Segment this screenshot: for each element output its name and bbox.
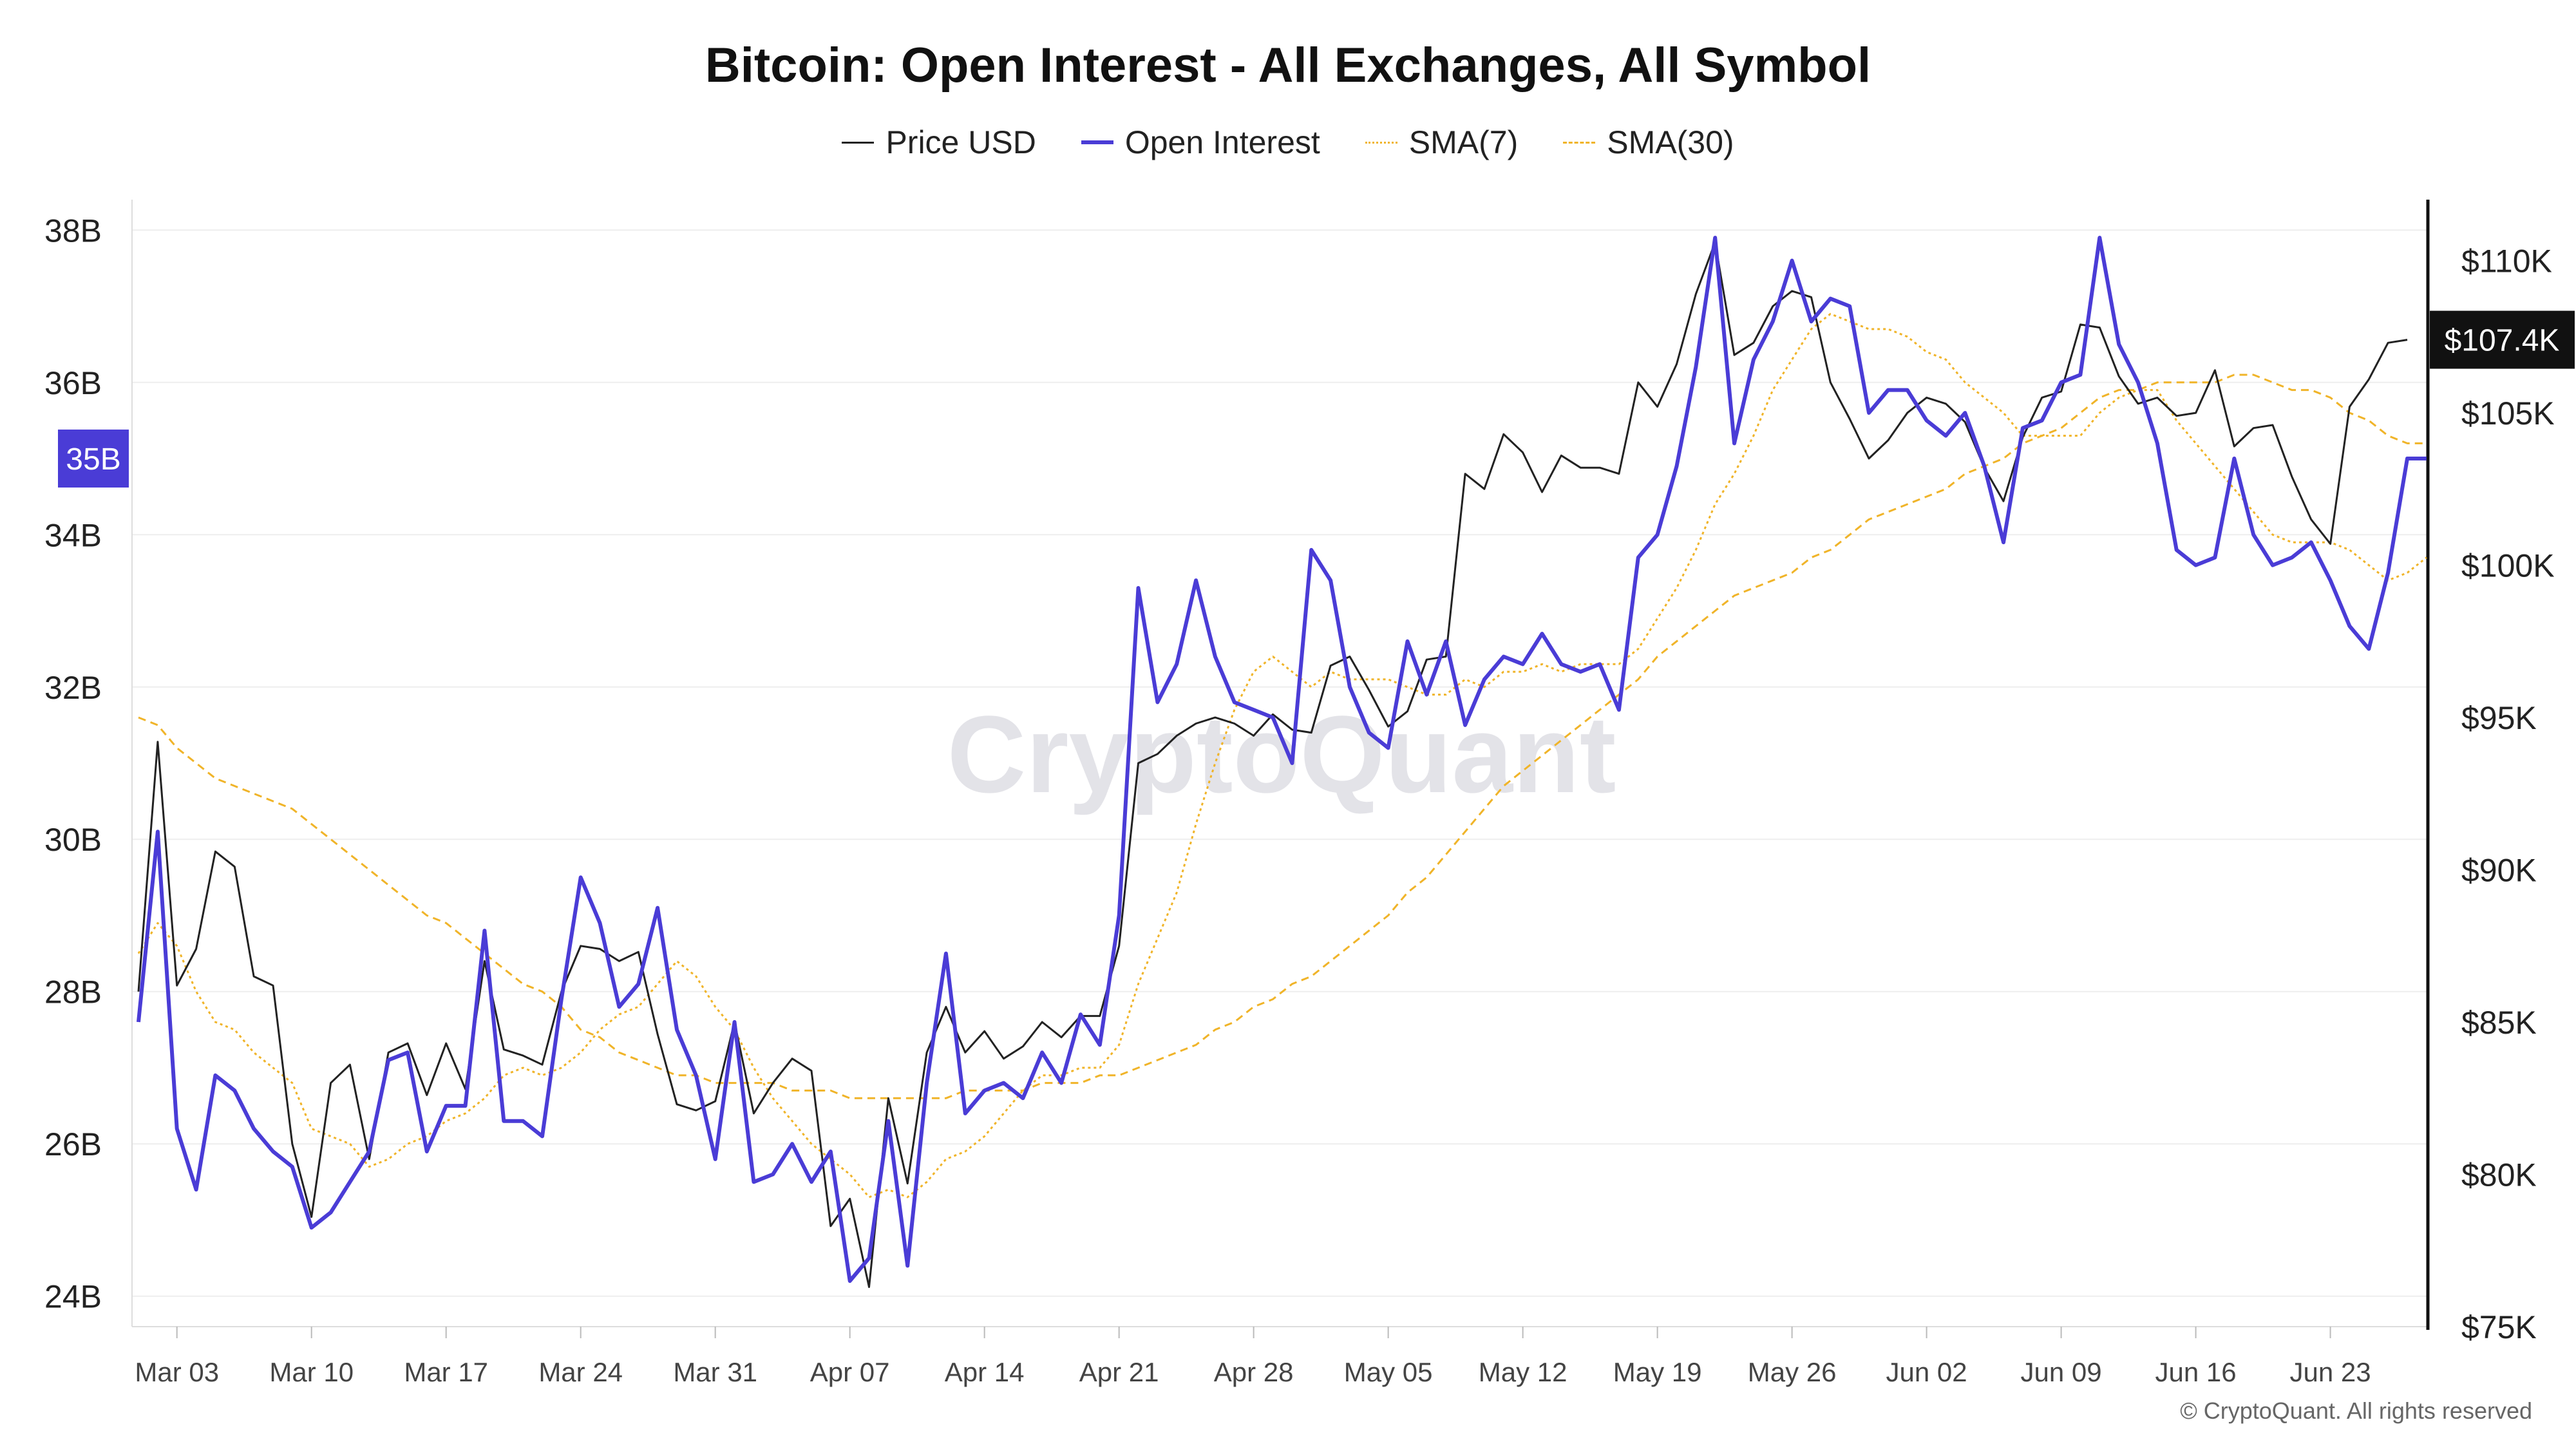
x-tick-label: Jun 09 xyxy=(2021,1357,2102,1387)
y-left-tick-label: 26B xyxy=(44,1126,102,1162)
x-tick-label: Mar 03 xyxy=(135,1357,219,1387)
y-right-tick-label: $85K xyxy=(2461,1005,2537,1041)
legend-label-price: Price USD xyxy=(886,124,1036,160)
x-tick-label: Apr 21 xyxy=(1079,1357,1159,1387)
legend-label-sma30: SMA(30) xyxy=(1607,124,1734,160)
y-right-tick-label: $110K xyxy=(2461,243,2552,279)
legend-label-sma7: SMA(7) xyxy=(1408,124,1519,160)
right-current-badge-label: $107.4K xyxy=(2445,324,2560,358)
y-right-tick-label: $90K xyxy=(2461,853,2537,889)
x-tick-label: Jun 16 xyxy=(2155,1357,2237,1387)
x-tick-label: Jun 02 xyxy=(1886,1357,1967,1387)
left-current-badge-label: 35B xyxy=(66,442,120,477)
x-tick-label: Mar 10 xyxy=(269,1357,354,1387)
y-right-tick-label: $105K xyxy=(2461,395,2555,431)
legend-item-sma7[interactable]: SMA(7) xyxy=(1365,124,1518,161)
legend-item-open-interest[interactable]: Open Interest xyxy=(1081,124,1320,161)
y-left-tick-label: 36B xyxy=(44,365,102,401)
left-current-badge xyxy=(58,430,129,488)
y-right-tick-label: $75K xyxy=(2461,1309,2537,1345)
series-line-sma-30 xyxy=(138,374,2427,1099)
x-tick-label: Apr 07 xyxy=(810,1357,890,1387)
series-line-open-interest xyxy=(137,236,2427,1283)
y-left-tick-label: 28B xyxy=(44,974,102,1010)
x-tick-label: May 19 xyxy=(1613,1357,1702,1387)
x-tick-label: Mar 31 xyxy=(673,1357,757,1387)
legend-swatch-sma7 xyxy=(1365,141,1397,144)
y-left-tick-label: 24B xyxy=(44,1279,102,1315)
copyright-credit: © CryptoQuant. All rights reserved xyxy=(2180,1397,2532,1424)
x-tick-label: May 05 xyxy=(1344,1357,1433,1387)
x-tick-label: Apr 14 xyxy=(945,1357,1025,1387)
watermark-text: CryptoQuant xyxy=(947,694,1616,816)
legend-swatch-sma30 xyxy=(1563,141,1596,144)
x-tick-label: Apr 28 xyxy=(1214,1357,1294,1387)
legend-label-open-interest: Open Interest xyxy=(1124,124,1320,160)
y-left-tick-label: 38B xyxy=(44,213,102,249)
y-right-tick-label: $100K xyxy=(2461,548,2555,584)
chart-title: Bitcoin: Open Interest - All Exchanges, … xyxy=(705,38,1871,93)
right-current-badge xyxy=(2430,310,2575,369)
y-left-tick-label: 32B xyxy=(44,670,102,706)
x-tick-label: Jun 23 xyxy=(2290,1357,2371,1387)
x-tick-label: Mar 24 xyxy=(538,1357,623,1387)
y-right-tick-label: $95K xyxy=(2461,700,2537,736)
legend-item-price[interactable]: Price USD xyxy=(842,124,1036,161)
legend-swatch-open-interest xyxy=(1081,140,1113,144)
chart-legend: Price USD Open Interest SMA(7) SMA(30) xyxy=(0,124,2576,161)
legend-item-sma30[interactable]: SMA(30) xyxy=(1563,124,1734,161)
series-line-sma-7 xyxy=(137,312,2427,1198)
x-tick-label: May 26 xyxy=(1748,1357,1837,1387)
legend-swatch-price xyxy=(842,141,875,144)
y-left-tick-label: 30B xyxy=(44,822,102,858)
y-right-tick-label: $80K xyxy=(2461,1157,2537,1193)
x-tick-label: May 12 xyxy=(1479,1357,1567,1387)
x-tick-label: Mar 17 xyxy=(404,1357,488,1387)
y-left-tick-label: 34B xyxy=(44,517,102,553)
